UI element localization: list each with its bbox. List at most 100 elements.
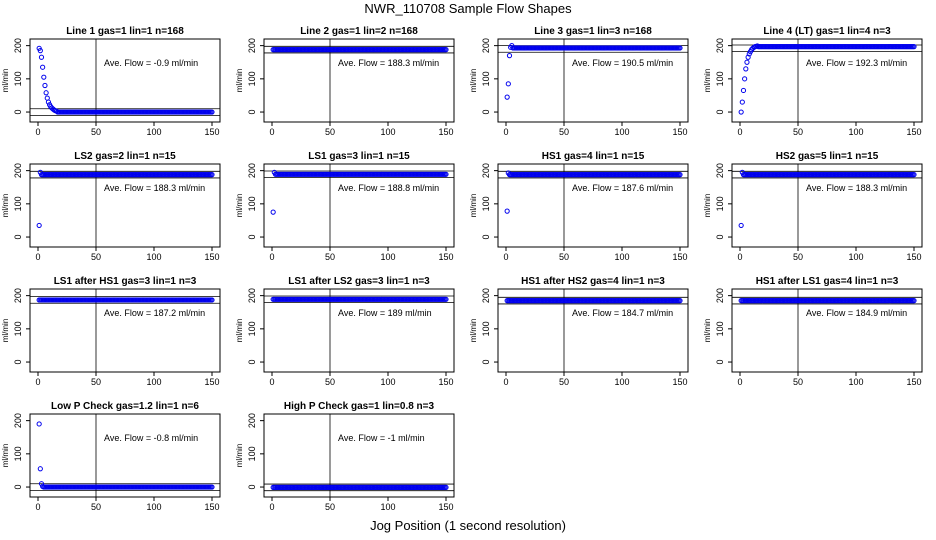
plot-frame bbox=[731, 38, 923, 123]
plot-frame bbox=[29, 288, 221, 373]
data-point bbox=[209, 297, 215, 303]
panel-title: LS1 after HS1 gas=3 lin=1 n=3 bbox=[54, 276, 197, 287]
data-point bbox=[45, 99, 52, 105]
data-point bbox=[677, 298, 683, 304]
x-tick-label: 50 bbox=[559, 377, 569, 387]
panel-title: High P Check gas=1 lin=0.8 n=3 bbox=[284, 401, 435, 412]
x-tick-label: 0 bbox=[503, 127, 508, 137]
data-point bbox=[911, 44, 917, 50]
data-point bbox=[677, 45, 683, 51]
x-tick-label: 50 bbox=[793, 252, 803, 262]
x-tick-label: 100 bbox=[146, 377, 161, 387]
x-tick-label: 100 bbox=[614, 127, 629, 137]
x-tick-label: 0 bbox=[737, 252, 742, 262]
panel-9: LS1 after HS1 gas=3 lin=1 n=3 0 50 100 150 0 1… bbox=[1, 276, 221, 387]
x-tick-label: 0 bbox=[503, 252, 508, 262]
panel-5: LS2 gas=2 lin=1 n=15 0 50 100 150 0 100 200 ml/m… bbox=[1, 151, 221, 262]
data-point bbox=[742, 76, 748, 82]
panel-title: LS1 gas=3 lin=1 n=15 bbox=[308, 151, 410, 162]
y-tick-label: 200 bbox=[247, 288, 257, 303]
x-tick-label: 0 bbox=[269, 252, 274, 262]
average-flow-label: Ave. Flow = 189 ml/min bbox=[338, 308, 432, 318]
x-tick-label: 0 bbox=[269, 377, 274, 387]
y-tick-label: 200 bbox=[715, 288, 725, 303]
x-tick-label: 100 bbox=[380, 127, 395, 137]
average-flow-label: Ave. Flow = -0.9 ml/min bbox=[104, 58, 198, 68]
y-tick-label: 0 bbox=[247, 110, 257, 115]
y-tick-label: 200 bbox=[715, 163, 725, 178]
x-tick-label: 150 bbox=[438, 127, 453, 137]
x-tick-label: 50 bbox=[559, 252, 569, 262]
y-tick-label: 100 bbox=[481, 196, 491, 211]
data-point bbox=[504, 94, 510, 100]
x-tick-label: 100 bbox=[848, 377, 863, 387]
data-point bbox=[505, 81, 511, 87]
x-tick-label: 50 bbox=[91, 502, 101, 512]
average-flow-label: Ave. Flow = 190.5 ml/min bbox=[572, 58, 673, 68]
x-tick-label: 0 bbox=[269, 502, 274, 512]
data-point bbox=[443, 47, 449, 53]
panel-2: Line 2 gas=1 lin=2 n=168 0 50 100 150 0 100 200… bbox=[235, 26, 455, 137]
data-point bbox=[738, 222, 744, 229]
average-flow-label: Ave. Flow = 192.3 ml/min bbox=[806, 58, 907, 68]
x-tick-label: 150 bbox=[906, 252, 921, 262]
x-tick-label: 0 bbox=[35, 127, 40, 137]
y-tick-label: 100 bbox=[715, 71, 725, 86]
y-tick-label: 100 bbox=[481, 71, 491, 86]
x-tick-label: 150 bbox=[672, 252, 687, 262]
x-tick-label: 150 bbox=[438, 502, 453, 512]
y-axis-label: ml/min bbox=[235, 319, 244, 343]
y-tick-label: 0 bbox=[481, 360, 491, 365]
data-point bbox=[740, 87, 747, 94]
x-tick-label: 150 bbox=[672, 377, 687, 387]
data-point bbox=[911, 172, 917, 178]
data-point bbox=[738, 109, 744, 115]
x-tick-label: 0 bbox=[737, 127, 742, 137]
x-tick-label: 150 bbox=[438, 377, 453, 387]
data-point bbox=[911, 298, 917, 304]
panel-7: HS1 gas=4 lin=1 n=15 0 50 100 150 0 100 200 ml/m… bbox=[469, 151, 689, 262]
data-point bbox=[37, 466, 43, 472]
y-tick-label: 0 bbox=[247, 235, 257, 240]
x-tick-label: 100 bbox=[848, 252, 863, 262]
panel-8: HS2 gas=5 lin=1 n=15 0 50 100 150 0 100 200 ml/m… bbox=[703, 151, 923, 262]
data-point bbox=[42, 82, 48, 89]
average-flow-label: Ave. Flow = -1 ml/min bbox=[338, 433, 425, 443]
y-axis-label: ml/min bbox=[235, 194, 244, 218]
plot-frame bbox=[731, 288, 923, 373]
data-point bbox=[677, 172, 683, 178]
x-tick-label: 150 bbox=[906, 127, 921, 137]
data-point bbox=[36, 222, 42, 229]
data-point bbox=[739, 99, 745, 105]
y-tick-label: 200 bbox=[247, 413, 257, 428]
plot-frame bbox=[263, 413, 455, 498]
y-tick-label: 0 bbox=[715, 110, 725, 115]
plot-frame bbox=[29, 413, 221, 498]
y-tick-label: 200 bbox=[481, 288, 491, 303]
panel-1: Line 1 gas=1 lin=1 n=168 0 50 100 150 0 100 200… bbox=[1, 26, 221, 137]
panel-title: HS1 after LS1 gas=4 lin=1 n=3 bbox=[756, 276, 899, 287]
x-tick-label: 0 bbox=[35, 502, 40, 512]
x-tick-label: 50 bbox=[325, 377, 335, 387]
y-axis-label: ml/min bbox=[1, 194, 10, 218]
y-tick-label: 0 bbox=[247, 485, 257, 490]
x-tick-label: 100 bbox=[614, 252, 629, 262]
y-axis-label: ml/min bbox=[703, 319, 712, 343]
data-point bbox=[40, 64, 46, 70]
panel-title: HS1 after HS2 gas=4 lin=1 n=3 bbox=[521, 276, 665, 287]
x-tick-label: 150 bbox=[906, 377, 921, 387]
x-tick-label: 100 bbox=[146, 127, 161, 137]
plot-frame bbox=[497, 288, 689, 373]
plot-frame bbox=[29, 163, 221, 248]
panel-title: Line 2 gas=1 lin=2 n=168 bbox=[300, 26, 418, 37]
y-tick-label: 100 bbox=[13, 196, 23, 211]
y-tick-label: 0 bbox=[13, 235, 23, 240]
y-tick-label: 0 bbox=[13, 360, 23, 365]
x-tick-label: 150 bbox=[438, 252, 453, 262]
x-tick-label: 50 bbox=[793, 127, 803, 137]
x-tick-label: 150 bbox=[672, 127, 687, 137]
y-axis-label: ml/min bbox=[703, 69, 712, 93]
y-tick-label: 200 bbox=[13, 163, 23, 178]
y-tick-label: 100 bbox=[13, 446, 23, 461]
panel-title: Line 3 gas=1 lin=3 n=168 bbox=[534, 26, 652, 37]
